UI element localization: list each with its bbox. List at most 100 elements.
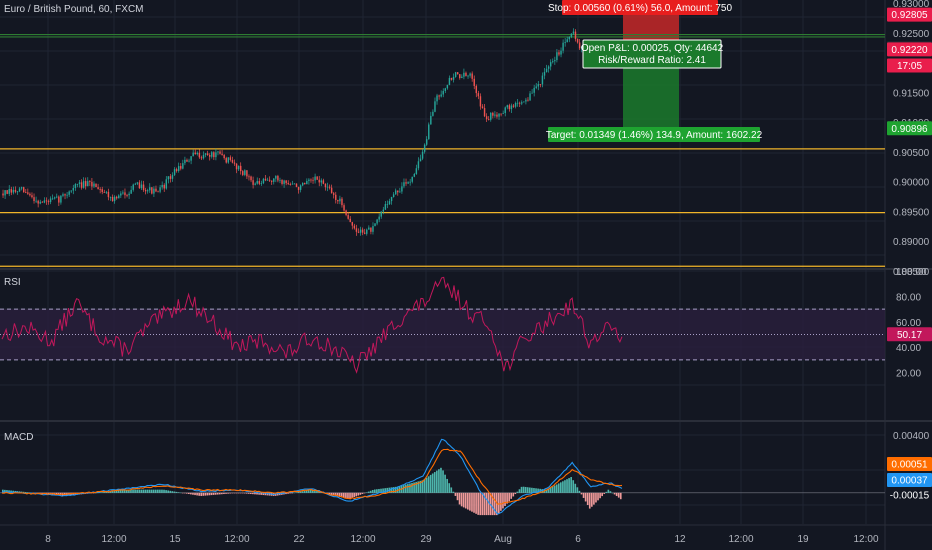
macd-histogram-bar <box>105 491 107 493</box>
candle-body <box>568 36 571 40</box>
macd-histogram-bar <box>219 492 221 495</box>
macd-histogram-bar <box>458 492 461 505</box>
candle-body <box>539 84 542 85</box>
macd-histogram-bar <box>194 492 196 496</box>
candle-body <box>188 160 190 162</box>
candle-body <box>374 223 376 227</box>
macd-histogram-bar <box>508 492 510 502</box>
candle-body <box>262 178 265 184</box>
candle-body <box>60 195 62 203</box>
macd-histogram-bar <box>225 492 227 494</box>
candle-body <box>45 200 48 202</box>
candle-body <box>562 42 564 51</box>
candle-body <box>219 151 221 154</box>
candle-body <box>545 68 548 73</box>
macd-histogram-bar <box>287 492 289 494</box>
candle-body <box>250 176 252 181</box>
macd-histogram-bar <box>101 492 103 493</box>
price-badge-text: 0.92805 <box>891 10 928 21</box>
candle-body <box>322 180 325 184</box>
macd-histogram-bar <box>202 492 205 496</box>
candle-body <box>481 106 484 109</box>
macd-histogram-bar <box>537 488 539 493</box>
macd-histogram-bar <box>601 492 603 497</box>
macd-histogram-bar <box>390 487 393 493</box>
candle-body <box>66 194 68 196</box>
macd-histogram-bar <box>357 492 360 496</box>
macd-histogram-bar <box>260 492 262 495</box>
candle-body <box>405 182 407 184</box>
candle-body <box>217 151 219 153</box>
time-tick-label: 8 <box>45 534 51 545</box>
macd-histogram-bar <box>264 492 267 496</box>
candle-body <box>459 74 461 78</box>
candle-body <box>22 187 25 193</box>
macd-histogram-bar <box>365 492 368 493</box>
candle-body <box>248 176 250 178</box>
candle-body <box>514 102 517 107</box>
candle-body <box>122 192 124 194</box>
macd-histogram-bar <box>229 492 231 494</box>
macd-histogram-bar <box>591 492 593 507</box>
stop-label: Stop: 0.00560 (0.61%) 56.0, Amount: 750 <box>548 0 732 15</box>
candle-body <box>186 159 188 162</box>
rsi-line <box>1 276 623 374</box>
candle-body <box>299 185 302 190</box>
candle-body <box>177 166 180 171</box>
macd-histogram-bar <box>380 488 382 493</box>
macd-histogram-bar <box>471 492 473 512</box>
macd-histogram-bar <box>460 492 463 507</box>
candle-body <box>306 180 308 185</box>
macd-histogram-bar <box>210 492 213 496</box>
candle-body <box>523 101 525 103</box>
macd-histogram-bar <box>305 490 308 493</box>
candle-body <box>107 191 110 198</box>
macd-histogram-bar <box>535 488 537 493</box>
macd-histogram-bar <box>343 492 345 498</box>
candle-body <box>260 183 263 184</box>
macd-histogram-bar <box>212 492 215 495</box>
macd-histogram-bar <box>303 490 306 493</box>
macd-histogram-bar <box>349 492 351 499</box>
candle-body <box>537 84 540 87</box>
macd-histogram-bar <box>330 492 333 495</box>
price-badge-bg <box>887 58 932 73</box>
macd-histogram-bar <box>181 492 184 494</box>
candle-body <box>438 95 440 97</box>
risk-reward-text: Risk/Reward Ratio: 2.41 <box>598 55 706 66</box>
candle-body <box>41 201 44 203</box>
macd-histogram-bar <box>150 489 153 493</box>
candle-body <box>171 174 174 179</box>
candle-body <box>580 46 583 49</box>
candle-body <box>463 72 465 77</box>
macd-histogram-bar <box>245 492 248 494</box>
macd-histogram-bar <box>436 470 438 493</box>
macd-histogram-bar <box>359 492 362 495</box>
macd-histogram-bar <box>427 476 430 493</box>
macd-value-badge-text: -0.00015 <box>890 491 930 502</box>
candle-body <box>549 62 552 67</box>
macd-histogram-bar <box>518 489 521 493</box>
macd-histogram-bar <box>593 492 595 505</box>
candle-body <box>483 108 486 117</box>
macd-histogram-bar <box>152 489 155 493</box>
macd-histogram-bar <box>409 483 411 493</box>
candle-body <box>409 181 411 183</box>
macd-histogram-bar <box>619 492 622 500</box>
candle-body <box>570 33 573 37</box>
macd-histogram-bar <box>241 492 244 494</box>
candle-body <box>423 144 426 152</box>
candle-body <box>490 112 492 120</box>
candle-body <box>6 190 8 194</box>
macd-histogram-bar <box>351 492 353 498</box>
candle-body <box>301 183 304 186</box>
macd-histogram-bar <box>161 489 163 493</box>
macd-histogram-bar <box>547 488 550 493</box>
price-badge-bg <box>887 42 932 57</box>
macd-histogram-bar <box>252 492 254 495</box>
macd-histogram-bar <box>411 482 413 493</box>
macd-histogram-bar <box>376 489 378 493</box>
candle-body <box>444 88 447 91</box>
candle-body <box>62 194 64 196</box>
